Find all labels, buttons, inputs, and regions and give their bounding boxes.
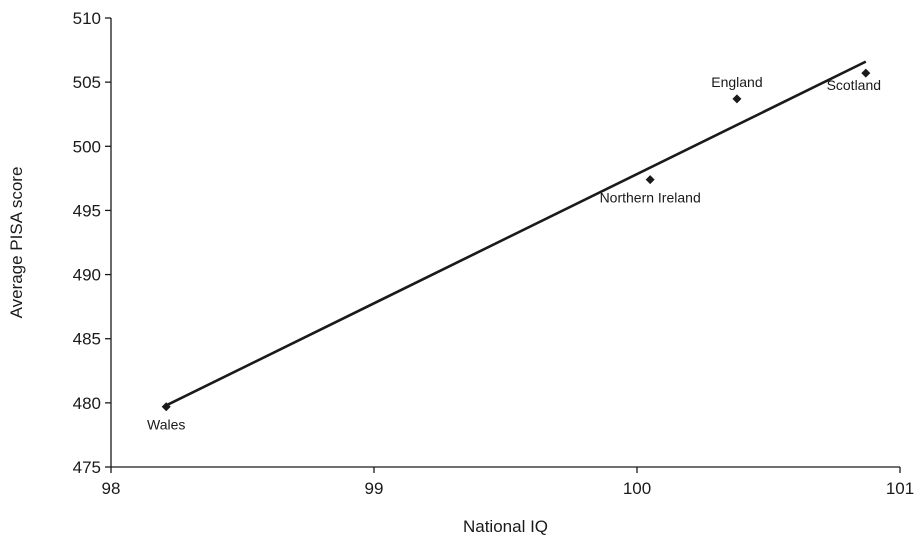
y-tick-label: 485	[73, 330, 101, 349]
data-point-marker	[861, 68, 871, 78]
data-point-label: Scotland	[827, 77, 881, 93]
data-point-label: Wales	[147, 417, 185, 433]
y-tick-label: 490	[73, 266, 101, 285]
y-axis-title: Average PISA score	[7, 167, 26, 319]
y-ticks: 475 480 485 490 495 500 505 510	[73, 9, 111, 477]
data-point-label: England	[711, 74, 762, 90]
data-point-marker	[161, 402, 171, 412]
x-tick-label: 99	[365, 479, 384, 498]
y-tick-label: 495	[73, 201, 101, 220]
data-point-marker	[645, 175, 655, 185]
data-points: Wales Northern Ireland England Scotland	[147, 68, 881, 433]
y-tick-label: 500	[73, 137, 101, 156]
x-axis-title: National IQ	[463, 517, 548, 536]
y-tick-label: 475	[73, 458, 101, 477]
x-tick-label: 98	[102, 479, 121, 498]
data-point-marker	[732, 94, 742, 104]
x-tick-label: 100	[623, 479, 651, 498]
y-tick-label: 480	[73, 394, 101, 413]
x-ticks: 98 99 100 101	[102, 467, 914, 498]
trend-line	[163, 60, 867, 408]
y-tick-label: 505	[73, 73, 101, 92]
y-tick-label: 510	[73, 9, 101, 28]
axes	[110, 18, 900, 468]
x-tick-label: 101	[886, 479, 914, 498]
data-point-label: Northern Ireland	[600, 190, 701, 206]
